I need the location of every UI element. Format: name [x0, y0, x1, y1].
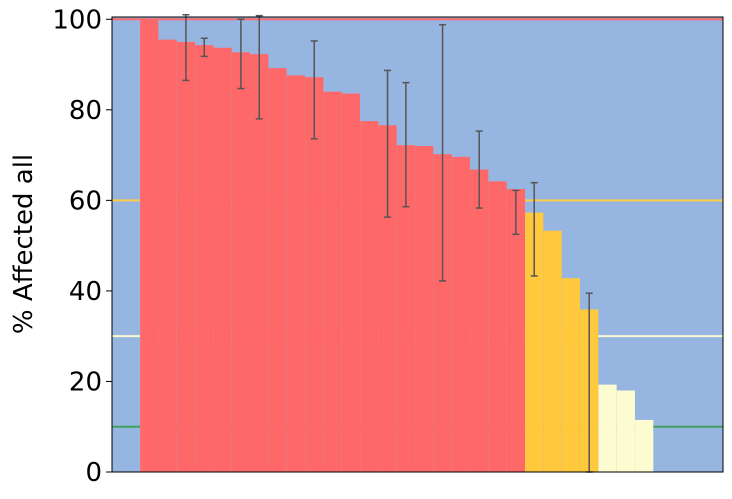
- y-tick-label-80: 80: [69, 96, 102, 126]
- bar-3: [176, 41, 196, 472]
- bar-19: [470, 169, 489, 472]
- bar-27: [616, 390, 635, 472]
- bar-8: [268, 68, 287, 472]
- bar-21: [506, 189, 525, 472]
- bar-9: [286, 75, 306, 472]
- plot-frame: [111, 16, 724, 473]
- bar-11: [323, 91, 342, 473]
- y-tick-label-20: 20: [69, 367, 102, 397]
- bar-26: [598, 384, 617, 472]
- bar-17: [433, 154, 452, 472]
- bar-18: [451, 156, 470, 473]
- y-tick-label-0: 0: [85, 458, 102, 488]
- bar-23: [543, 230, 562, 472]
- bar-20: [488, 181, 507, 473]
- bar-14: [378, 125, 397, 472]
- y-tick-label-60: 60: [69, 186, 102, 216]
- bar-4: [195, 45, 214, 473]
- bar-5: [213, 47, 232, 472]
- bars-group: [140, 19, 654, 473]
- bar-15: [396, 145, 415, 472]
- bar-28: [635, 419, 654, 472]
- bar-1: [140, 19, 159, 473]
- error-bars-group: [182, 13, 593, 473]
- bar-10: [305, 77, 324, 472]
- bar-16: [415, 146, 434, 472]
- y-tick-label-40: 40: [69, 277, 102, 307]
- bar-12: [341, 93, 361, 472]
- bar-6: [231, 52, 251, 472]
- y-axis-ticks: 0 20 40 60 80 100: [52, 5, 112, 488]
- bar-7: [250, 54, 269, 472]
- bar-22: [525, 212, 544, 472]
- y-axis-label: % Affected all: [9, 154, 39, 334]
- y-tick-label-100: 100: [52, 5, 102, 35]
- bar-24: [561, 278, 580, 472]
- bar-2: [158, 39, 177, 473]
- bar-13: [360, 121, 379, 472]
